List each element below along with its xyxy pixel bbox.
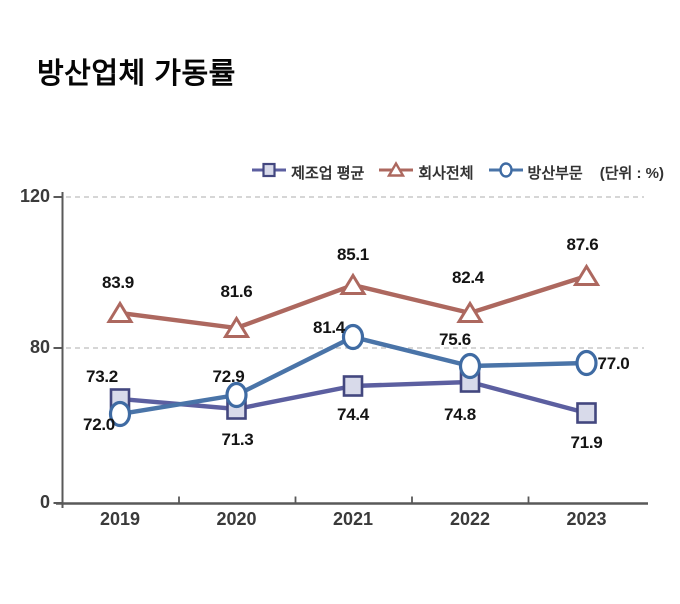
circle-marker-icon	[225, 381, 248, 409]
chart-legend: 제조업 평균 회사전체 방산부문 (단위 : %)	[252, 160, 664, 184]
circle-marker-icon	[108, 400, 132, 428]
circle-marker-icon	[488, 161, 523, 184]
square-marker-icon	[342, 375, 364, 397]
triangle-legend-glyph	[379, 160, 414, 177]
triangle-marker-icon	[456, 300, 484, 323]
legend-item-defense-sector: 방산부문	[488, 161, 583, 184]
square-marker-icon	[576, 402, 597, 424]
triangle-marker-icon	[339, 272, 367, 295]
triangle-marker-icon	[379, 160, 414, 184]
legend-item-manufacturing-average: 제조업 평균	[252, 161, 364, 184]
triangle-marker-icon	[106, 300, 134, 323]
circle-marker-icon	[575, 349, 598, 377]
unit-label: (단위 : %)	[599, 164, 664, 182]
legend-label: 회사전체	[418, 164, 474, 182]
circle-legend-glyph	[488, 161, 523, 178]
legend-label: 방산부문	[527, 164, 583, 182]
circle-marker-icon	[341, 323, 365, 351]
square-marker-icon	[252, 161, 287, 184]
page-title: 방산업체 가동률	[37, 58, 236, 90]
square-legend-glyph	[252, 162, 287, 177]
legend-label: 제조업 평균	[291, 164, 365, 182]
legend-item-company-total: 회사전체	[379, 160, 474, 184]
triangle-marker-icon	[222, 315, 251, 338]
triangle-marker-icon	[572, 263, 601, 286]
circle-marker-icon	[458, 352, 482, 380]
